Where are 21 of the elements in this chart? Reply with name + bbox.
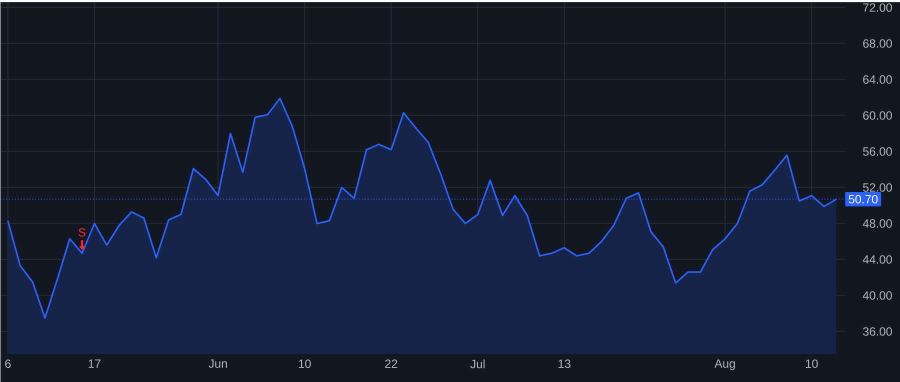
x-tick-label: Aug: [714, 360, 735, 370]
x-tick-label: 17: [88, 360, 100, 368]
y-tick-label: 72.00: [863, 3, 892, 12]
x-tick-label: 10: [298, 360, 311, 368]
y-tick-label: 48.00: [862, 219, 892, 228]
annotation: S: [78, 228, 86, 237]
y-tick-label: 40.00: [862, 291, 892, 300]
y-tick-label: 52.00: [863, 183, 892, 192]
ref-line-label: 50.70: [848, 194, 878, 204]
x-tick-label: 22: [385, 360, 398, 368]
y-tick-label: 56.00: [863, 147, 892, 156]
y-tick-label: 44.00: [862, 255, 892, 264]
x-tick-label: 10: [806, 360, 818, 368]
y-tick-label: 36.00: [862, 327, 892, 336]
x-tick-label: Jul: [470, 360, 485, 368]
y-tick-label: 64.00: [863, 75, 892, 84]
x-tick-label: 13: [558, 360, 570, 368]
y-tick-label: 60.00: [863, 111, 892, 120]
x-tick-label: 6: [5, 360, 11, 368]
x-tick-label: Jun: [208, 360, 227, 368]
y-tick-label: 68.00: [863, 39, 892, 48]
